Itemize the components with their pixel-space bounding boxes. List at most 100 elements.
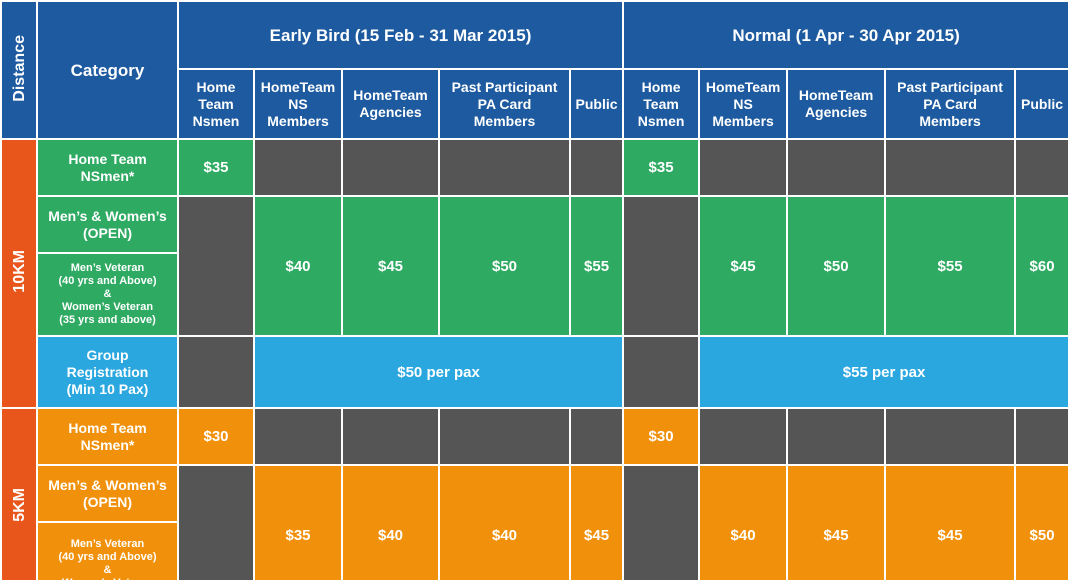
- text: $40: [491, 526, 518, 544]
- price-cell: $55: [568, 195, 625, 337]
- period-header: Normal (1 Apr - 30 Apr 2015): [622, 0, 1068, 70]
- row: Men’s Veteran(40 yrs and Above)&Women’s …: [1, 252, 1068, 337]
- unavailable-cell: [438, 407, 571, 466]
- text: Agencies: [359, 104, 422, 120]
- price-cell: $40: [438, 464, 571, 580]
- price-cell: $40: [698, 464, 789, 580]
- text: Team: [198, 95, 234, 112]
- text: NSmen*: [80, 167, 135, 184]
- price-cell: $50: [1014, 464, 1068, 580]
- text: HomeTeam: [705, 78, 781, 95]
- text: HomeTeam: [353, 87, 428, 103]
- text: $50 per pax: [397, 363, 480, 381]
- row: Men’s & Women’s (OPEN) $35 $40 $40 $45 $40 $45 $…: [1, 464, 1068, 580]
- text: Home: [196, 78, 236, 95]
- text: Women’s Veteran: [62, 577, 153, 580]
- unavailable-cell: [253, 138, 343, 197]
- text: $45: [377, 257, 404, 275]
- unavailable-cell: [884, 407, 1017, 466]
- text: $50: [1029, 526, 1055, 544]
- text: $35: [203, 159, 229, 176]
- text: $45: [937, 526, 963, 544]
- column-header: HomeTeam NS Members: [698, 68, 789, 140]
- distance-header-text: Distance: [10, 34, 28, 102]
- distance-cell: 10KM: [0, 138, 38, 409]
- row: 5KM Home Team NSmen* $30 $30: [0, 407, 1068, 580]
- price-cell: $40: [253, 195, 343, 337]
- unavailable-cell: [786, 407, 887, 466]
- text: Men’s Veteran: [70, 537, 145, 550]
- column-header: Public: [1014, 68, 1068, 140]
- text: Men’s & Women’s: [48, 207, 167, 224]
- price-cell: $60: [1014, 195, 1068, 337]
- unavailable-cell: [622, 464, 701, 580]
- text: (Min 10 Pax): [66, 380, 149, 397]
- text: Past Participant: [897, 78, 1003, 95]
- text: (OPEN): [83, 493, 132, 510]
- unavailable-cell: [568, 407, 625, 466]
- column-header: Past Participant PA Card Members: [438, 68, 571, 140]
- unavailable-cell: [568, 138, 625, 197]
- distance-cell: 5KM: [0, 407, 38, 580]
- text: &: [103, 563, 112, 576]
- column-header: Home Team Nsmen: [177, 68, 255, 140]
- column-header: HomeTeam Agencies: [341, 68, 440, 140]
- category-cell: Group Registration (Min 10 Pax): [36, 335, 179, 409]
- price-cell: $55: [884, 195, 1017, 337]
- group-price-cell: $50 per pax: [252, 335, 625, 409]
- price-cell: $45: [698, 195, 789, 337]
- price-cell: $45: [786, 464, 887, 580]
- price-cell: $30: [177, 407, 255, 466]
- category-cell: Men’s & Women’s (OPEN): [36, 195, 179, 254]
- text: $45: [823, 526, 849, 544]
- text: $40: [377, 526, 404, 544]
- text: Men’s Veteran: [70, 262, 145, 274]
- text: $60: [1029, 257, 1055, 275]
- group-price-cell: $55 per pax: [698, 335, 1068, 409]
- price-cell: $35: [253, 464, 343, 580]
- price-cell: $35: [177, 138, 255, 197]
- text: $40: [285, 257, 311, 275]
- unavailable-cell: [786, 138, 887, 197]
- text: Registration: [66, 363, 149, 380]
- text: Members: [473, 112, 536, 129]
- text: (OPEN): [83, 224, 132, 241]
- unavailable-cell: [622, 335, 701, 409]
- text: NS: [288, 95, 308, 112]
- column-header: Home Team Nsmen: [622, 68, 701, 140]
- row: Distance Category Early Bird (15 Feb - 31 …: [0, 0, 1068, 140]
- row: Group Registration (Min 10 Pax) $50 per pax…: [1, 335, 1068, 409]
- text: Agencies: [804, 104, 868, 120]
- category-cell: Men’s & Women’s (OPEN): [36, 464, 179, 523]
- unavailable-cell: [1014, 407, 1068, 466]
- text: Early Bird (15 Feb - 31 Mar 2015): [269, 25, 532, 45]
- price-cell: $45: [341, 195, 440, 337]
- text: Category: [70, 60, 145, 80]
- text: PA Card: [477, 95, 532, 112]
- column-header: Public: [568, 68, 625, 140]
- text: NS: [733, 95, 753, 112]
- unavailable-cell: [622, 195, 701, 337]
- text: $55: [937, 257, 963, 275]
- text: Past Participant: [451, 78, 558, 95]
- category-cell: Men’s Veteran(40 yrs and Above)&Women’s …: [36, 252, 179, 337]
- text: Women’s Veteran: [61, 301, 154, 313]
- text: Group: [86, 346, 129, 363]
- column-header: HomeTeam NS Members: [253, 68, 343, 140]
- unavailable-cell: [177, 335, 255, 409]
- text: HomeTeam: [260, 78, 336, 95]
- price-cell: $40: [341, 464, 440, 580]
- column-header: HomeTeam Agencies: [786, 68, 887, 140]
- text: HomeTeam: [798, 87, 874, 103]
- unavailable-cell: [698, 138, 789, 197]
- price-cell: $50: [786, 195, 887, 337]
- unavailable-cell: [698, 407, 789, 466]
- text: PA Card: [923, 95, 977, 112]
- text: Nsmen: [637, 112, 685, 129]
- unavailable-cell: [253, 407, 343, 466]
- text: Members: [712, 112, 774, 129]
- row: 10KM Home Team NSmen* $35 $35: [0, 138, 1068, 409]
- text: Team: [643, 95, 679, 112]
